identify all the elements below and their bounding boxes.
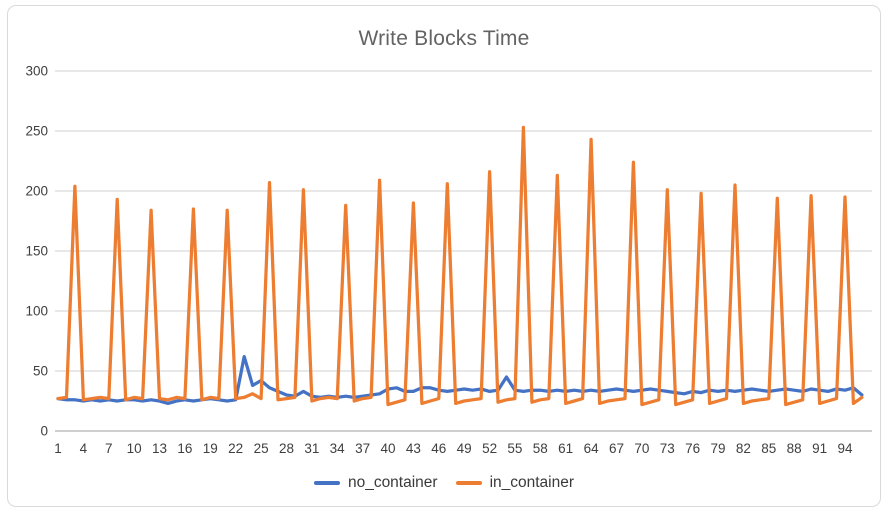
x-tick-label-46: 46 [431,441,446,456]
legend: no_container in_container [7,474,881,492]
y-tick-label-300: 300 [25,64,48,79]
x-tick-label-64: 64 [584,441,600,456]
x-tick-label-13: 13 [152,441,167,456]
x-tick-label-1: 1 [54,441,62,456]
legend-swatch-no-container [313,480,340,486]
y-tick-label-250: 250 [25,124,48,139]
x-tick-label-91: 91 [812,441,827,456]
x-tick-label-25: 25 [254,441,269,456]
legend-label-no-container: no_container [347,474,438,491]
legend-swatch-in-container [455,480,482,486]
x-tick-label-43: 43 [406,441,421,456]
x-tick-label-85: 85 [761,441,776,456]
y-tick-label-50: 50 [33,364,48,379]
x-tick-label-79: 79 [710,441,725,456]
y-tick-label-100: 100 [25,304,48,319]
x-tick-label-16: 16 [177,441,192,456]
x-tick-label-40: 40 [380,441,395,456]
x-tick-label-76: 76 [685,441,700,456]
x-tick-label-55: 55 [507,441,522,456]
x-tick-label-22: 22 [228,441,243,456]
x-tick-label-31: 31 [304,441,319,456]
x-tick-label-58: 58 [533,441,548,456]
x-tick-label-10: 10 [127,441,142,456]
y-tick-label-0: 0 [40,424,48,439]
y-tick-label-200: 200 [25,184,48,199]
series-line-in_container [56,125,864,407]
x-tick-label-70: 70 [634,441,649,456]
x-tick-label-28: 28 [279,441,294,456]
legend-item-no-container: no_container [313,474,438,492]
x-tick-label-88: 88 [787,441,802,456]
x-tick-label-94: 94 [837,441,853,456]
x-tick-label-61: 61 [558,441,573,456]
x-tick-label-7: 7 [105,441,113,456]
x-tick-label-4: 4 [80,441,88,456]
y-tick-label-150: 150 [25,244,48,259]
x-tick-label-37: 37 [355,441,370,456]
x-tick-label-19: 19 [203,441,218,456]
x-tick-label-67: 67 [609,441,624,456]
legend-item-in-container: in_container [455,474,575,492]
x-tick-label-34: 34 [330,441,346,456]
x-tick-label-49: 49 [457,441,472,456]
x-tick-label-52: 52 [482,441,497,456]
legend-label-in-container: in_container [489,474,575,491]
chart-title: Write Blocks Time [358,27,530,50]
x-tick-label-73: 73 [660,441,675,456]
x-tick-label-82: 82 [736,441,751,456]
